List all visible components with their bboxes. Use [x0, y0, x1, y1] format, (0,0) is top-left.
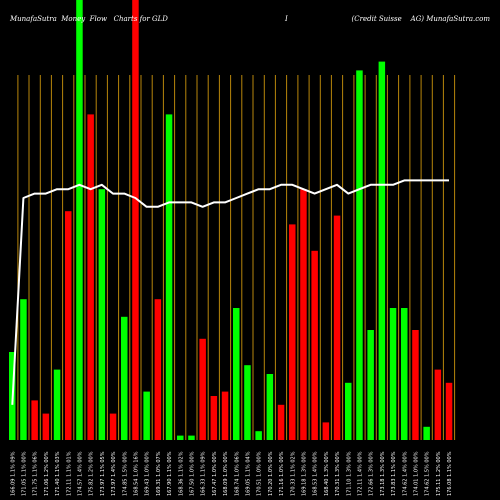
bar-up — [378, 61, 386, 440]
bar-down — [289, 224, 296, 440]
x-tick-label: 168.36 1.1% 02% — [178, 451, 184, 496]
x-tick-label: 173.97 1.4% 00% — [111, 451, 117, 496]
x-tick-label: 173.83 1.1% 00% — [391, 451, 397, 496]
bar-down — [31, 400, 38, 440]
bar-up — [266, 374, 274, 440]
gridlines — [17, 75, 456, 440]
x-tick-label: 175.11 1.2% 00% — [436, 451, 442, 496]
x-tick-label: 173.97 1.1% 05% — [100, 451, 106, 496]
x-tick-label: 174.62 1.5% 00% — [425, 451, 431, 496]
bar-down — [154, 299, 162, 440]
x-tick-label: 172.11 1.4% 00% — [357, 451, 363, 496]
bar-up — [255, 431, 262, 440]
bar-down — [445, 382, 453, 440]
x-tick-label: 168.09 1.0% 00% — [223, 451, 229, 496]
x-tick-label: 173.18 1.3% 00% — [380, 451, 386, 496]
bar-down — [434, 369, 442, 440]
bar-up — [20, 299, 27, 440]
bars — [9, 0, 453, 441]
x-tick-label: 174.01 1.0% 00% — [413, 451, 419, 496]
bar-up — [401, 308, 408, 440]
x-tick-label: 168.53 1.4% 00% — [313, 451, 319, 496]
bar-up — [389, 308, 397, 440]
x-tick-label: 168.74 1.0% 06% — [234, 451, 240, 496]
bar-down — [277, 404, 285, 440]
x-tick-label: 168.54 1.0% 16% — [133, 451, 139, 496]
x-tick-labels: 166.09 1.1% 09% 171.05 1.1% 00% 171.75 1.1… — [10, 451, 453, 496]
x-tick-label: 169.05 1.1% 04% — [245, 451, 251, 496]
x-tick-label: 174.62 1.4% 00% — [402, 451, 408, 496]
x-tick-label: 172.11 1.1% 01% — [66, 451, 72, 496]
price-line — [11, 179, 449, 405]
bar-up — [244, 365, 251, 440]
chart-header-right: (Credit Suisse AG) MunafaSutra.com — [351, 15, 490, 23]
price-line-group — [11, 179, 449, 405]
bar-up — [177, 435, 184, 440]
x-tick-label: 167.90 1.1% 00% — [167, 451, 173, 496]
x-tick-label: 166.33 1.1% 09% — [201, 451, 207, 496]
bar-down — [65, 211, 72, 440]
x-tick-label: 170.31 1.3% 00% — [335, 451, 341, 496]
bar-down — [42, 413, 50, 440]
x-tick-label: 171.75 1.1% 06% — [33, 451, 39, 496]
bar-down — [412, 330, 419, 440]
bar-down — [333, 215, 341, 440]
x-tick-label: 171.05 1.1% 00% — [21, 451, 27, 496]
bar-down — [300, 189, 307, 440]
x-tick-label: 175.82 1.2% 00% — [89, 451, 95, 496]
x-tick-label: 170.20 1.0% 00% — [268, 451, 274, 496]
bar-up — [367, 330, 374, 440]
bar-up — [165, 114, 173, 441]
x-tick-label: 170.33 1.1% 02% — [290, 451, 296, 496]
x-tick-label: 176.08 1.1% 00% — [447, 451, 453, 496]
bar-up — [233, 308, 240, 440]
x-tick-label: 167.47 1.0% 00% — [212, 451, 218, 496]
bar-down — [221, 391, 229, 440]
x-tick-label: 171.40 1.1% 03% — [55, 451, 61, 496]
bar-up — [356, 70, 363, 441]
x-tick-label: 174.85 1.5% 00% — [122, 451, 128, 496]
x-tick-label: 170.51 1.0% 00% — [257, 451, 263, 496]
bar-down — [199, 338, 206, 440]
bar-up — [53, 369, 61, 440]
x-tick-label: 171.10 1.3% 00% — [346, 451, 352, 496]
bar-up — [345, 382, 352, 440]
bar-up — [121, 316, 128, 440]
bar-up — [143, 391, 150, 440]
x-tick-label: 174.57 1.4% 00% — [77, 451, 83, 496]
x-tick-label: 169.31 1.0% 07% — [156, 451, 162, 496]
chart-header-left: MunafaSutra Money Flow Charts for GLD — [10, 15, 168, 23]
x-tick-label: 168.40 1.3% 00% — [324, 451, 330, 496]
x-tick-label: 171.06 1.2% 00% — [44, 451, 50, 496]
bar-down — [109, 413, 117, 440]
bar-down — [210, 396, 218, 440]
chart-header-middle: I — [285, 15, 288, 23]
bar-down — [311, 250, 318, 440]
x-tick-label: 167.50 1.0% 00% — [189, 451, 195, 496]
x-tick-label: 166.09 1.1% 09% — [10, 451, 16, 496]
bar-up — [76, 0, 83, 440]
x-tick-label: 171.16 1.0% 00% — [279, 451, 285, 496]
x-tick-label: 169.43 1.0% 00% — [145, 451, 151, 496]
bar-down — [132, 0, 139, 440]
bar-up — [423, 426, 430, 440]
x-tick-label: 169.18 1.3% 00% — [301, 451, 307, 496]
bar-up — [188, 435, 195, 440]
bar-up — [98, 189, 106, 440]
bar-down — [322, 422, 330, 440]
bar-down — [87, 114, 94, 441]
x-tick-label: 172.66 1.3% 00% — [369, 451, 375, 496]
